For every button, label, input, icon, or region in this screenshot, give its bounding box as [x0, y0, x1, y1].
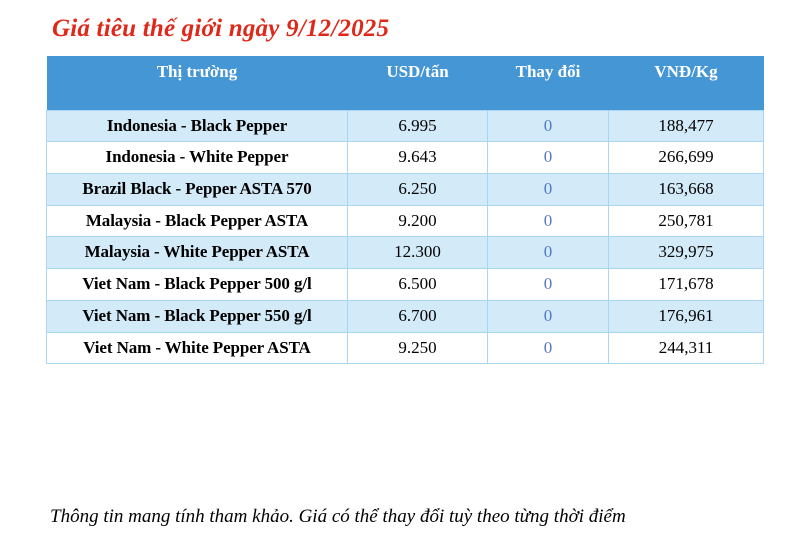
- cell-vnd-price: 188,477: [608, 109, 764, 143]
- table-row: Viet Nam - Black Pepper 550 g/l 6.700 0 176…: [46, 299, 764, 333]
- cell-vnd-price: 329,975: [608, 236, 764, 270]
- cell-usd-price: 6.500: [347, 268, 488, 301]
- cell-change: 0: [487, 331, 609, 365]
- table-row: Indonesia - White Pepper 9.643 0 266,699: [46, 141, 764, 174]
- cell-usd-price: 9.200: [347, 204, 488, 238]
- page-title: Giá tiêu thế giới ngày 9/12/2025: [52, 15, 390, 42]
- cell-market: Indonesia - White Pepper: [46, 141, 348, 174]
- column-header-vnd: VNĐ/Kg: [608, 56, 764, 110]
- table-header: Thị trường USD/tấn Thay đổi VNĐ/Kg: [46, 56, 764, 110]
- column-header-market: Thị trường: [46, 56, 348, 110]
- cell-change: 0: [487, 204, 609, 238]
- cell-change: 0: [487, 172, 609, 206]
- cell-change: 0: [487, 268, 609, 301]
- pepper-price-table: Thị trường USD/tấn Thay đổi VNĐ/Kg Indon…: [46, 56, 764, 365]
- cell-usd-price: 6.995: [347, 109, 488, 143]
- cell-market: Malaysia - White Pepper ASTA: [46, 236, 348, 270]
- cell-vnd-price: 176,961: [608, 299, 764, 333]
- cell-vnd-price: 171,678: [608, 268, 764, 301]
- column-header-usd: USD/tấn: [347, 56, 488, 110]
- cell-market: Indonesia - Black Pepper: [46, 109, 348, 143]
- table-row: Malaysia - White Pepper ASTA 12.300 0 329,9…: [46, 236, 764, 270]
- cell-market: Malaysia - Black Pepper ASTA: [46, 204, 348, 238]
- cell-change: 0: [487, 141, 609, 174]
- table-row: Viet Nam - Black Pepper 500 g/l 6.500 0 171…: [46, 268, 764, 301]
- table-row: Indonesia - Black Pepper 6.995 0 188,477: [46, 109, 764, 143]
- cell-market: Viet Nam - Black Pepper 550 g/l: [46, 299, 348, 333]
- cell-change: 0: [487, 236, 609, 270]
- cell-change: 0: [487, 109, 609, 143]
- cell-usd-price: 9.250: [347, 331, 488, 365]
- table-row: Malaysia - Black Pepper ASTA 9.200 0 250,78…: [46, 204, 764, 238]
- cell-vnd-price: 250,781: [608, 204, 764, 238]
- cell-vnd-price: 244,311: [608, 331, 764, 365]
- column-header-change: Thay đổi: [487, 56, 609, 110]
- cell-change: 0: [487, 299, 609, 333]
- cell-usd-price: 12.300: [347, 236, 488, 270]
- table-body: Indonesia - Black Pepper 6.995 0 188,477 Ind…: [46, 109, 764, 365]
- cell-usd-price: 9.643: [347, 141, 488, 174]
- table-row: Viet Nam - White Pepper ASTA 9.250 0 244,31…: [46, 331, 764, 365]
- table-header-row: Thị trường USD/tấn Thay đổi VNĐ/Kg: [46, 56, 764, 110]
- cell-market: Viet Nam - White Pepper ASTA: [46, 331, 348, 365]
- cell-market: Viet Nam - Black Pepper 500 g/l: [46, 268, 348, 301]
- cell-usd-price: 6.250: [347, 172, 488, 206]
- cell-vnd-price: 266,699: [608, 141, 764, 174]
- table-row: Brazil Black - Pepper ASTA 570 6.250 0 163,…: [46, 172, 764, 206]
- cell-usd-price: 6.700: [347, 299, 488, 333]
- footer-note: Thông tin mang tính tham khảo. Giá có th…: [50, 506, 626, 527]
- cell-vnd-price: 163,668: [608, 172, 764, 206]
- cell-market: Brazil Black - Pepper ASTA 570: [46, 172, 348, 206]
